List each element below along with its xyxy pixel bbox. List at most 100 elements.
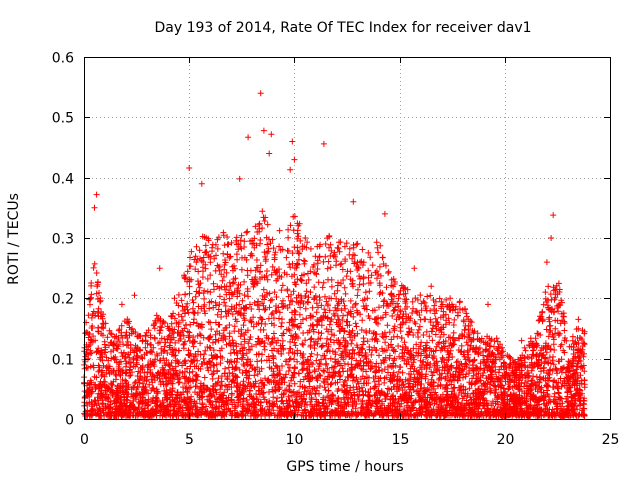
- data-point: [343, 240, 350, 247]
- data-point: [422, 394, 429, 401]
- data-point: [299, 366, 306, 373]
- data-point: [209, 248, 215, 255]
- data-point: [561, 327, 568, 334]
- data-point: [307, 336, 314, 343]
- data-point: [545, 333, 552, 340]
- data-point: [291, 244, 298, 251]
- data-point: [429, 372, 436, 379]
- data-point: [305, 299, 312, 306]
- data-point: [385, 270, 392, 276]
- data-point: [317, 241, 324, 248]
- data-point: [222, 303, 229, 309]
- data-point: [359, 246, 366, 253]
- data-point: [427, 292, 434, 299]
- data-point: [207, 289, 214, 296]
- data-point: [494, 338, 501, 345]
- data-point: [158, 324, 165, 331]
- data-point: [347, 268, 354, 275]
- data-point: [247, 346, 254, 353]
- data-point: [312, 391, 319, 398]
- data-point: [342, 290, 349, 297]
- data-point: [348, 340, 355, 347]
- data-point: [218, 378, 225, 385]
- data-point: [303, 288, 310, 295]
- data-point: [216, 330, 223, 337]
- data-point: [291, 380, 298, 387]
- data-point: [395, 368, 402, 375]
- data-point: [350, 244, 357, 251]
- data-point: [119, 376, 126, 383]
- data-point: [287, 355, 294, 362]
- data-point: [324, 265, 331, 272]
- data-point: [218, 314, 225, 320]
- data-point: [558, 383, 565, 390]
- data-point: [132, 379, 139, 385]
- data-point: [580, 405, 587, 412]
- data-point: [435, 341, 441, 347]
- data-point: [160, 318, 167, 325]
- data-point: [335, 345, 342, 352]
- data-point: [308, 350, 315, 357]
- data-point: [292, 309, 299, 315]
- data-point: [366, 288, 373, 295]
- data-point: [565, 358, 572, 365]
- data-point: [103, 354, 110, 361]
- data-point: [542, 289, 549, 296]
- data-point: [303, 280, 310, 287]
- data-point: [194, 357, 201, 364]
- data-point: [528, 367, 535, 374]
- data-point: [209, 375, 216, 382]
- grid-lines: [84, 57, 610, 419]
- data-point: [270, 394, 277, 401]
- data-point: [285, 226, 292, 233]
- data-point: [190, 343, 197, 350]
- data-point: [253, 341, 260, 348]
- data-point: [550, 353, 556, 360]
- data-point: [123, 329, 130, 336]
- data-point: [228, 396, 235, 403]
- data-point: [226, 254, 233, 261]
- data-point: [443, 373, 449, 380]
- data-point: [325, 258, 332, 265]
- data-point: [443, 296, 450, 303]
- data-point: [212, 331, 219, 338]
- data-point: [581, 350, 587, 357]
- data-point: [471, 357, 478, 364]
- data-point: [383, 284, 390, 291]
- data-point: [175, 379, 182, 386]
- data-point: [389, 313, 396, 319]
- data-point: [182, 368, 188, 375]
- data-point: [295, 370, 302, 377]
- data-point: [285, 350, 292, 356]
- data-point: [260, 326, 267, 333]
- data-point: [385, 268, 392, 275]
- data-point: [429, 328, 436, 335]
- data-point: [352, 300, 359, 307]
- data-point: [334, 244, 341, 251]
- data-point: [260, 286, 267, 293]
- data-point: [424, 386, 431, 392]
- data-point: [244, 228, 251, 235]
- data-point: [256, 269, 263, 275]
- data-point: [192, 253, 199, 260]
- data-point: [290, 227, 297, 234]
- data-point: [196, 284, 203, 291]
- data-point: [197, 340, 204, 347]
- data-point: [581, 384, 588, 391]
- data-point: [208, 326, 215, 333]
- data-point: [153, 312, 160, 319]
- data-point: [134, 373, 141, 379]
- data-point: [386, 386, 393, 393]
- data-point: [203, 403, 210, 410]
- data-point: [283, 254, 290, 261]
- data-point: [278, 287, 285, 294]
- data-point: [453, 359, 460, 366]
- data-point: [280, 297, 286, 304]
- data-point: [313, 309, 320, 316]
- data-point: [283, 326, 290, 333]
- data-point: [443, 388, 450, 395]
- data-point: [376, 304, 382, 311]
- data-point: [492, 356, 499, 363]
- data-point: [242, 369, 249, 375]
- data-point: [200, 355, 207, 362]
